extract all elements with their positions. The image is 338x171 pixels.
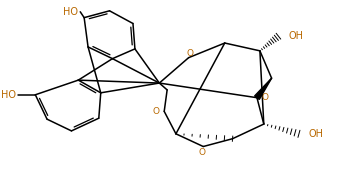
- Text: O: O: [153, 107, 160, 116]
- Text: O: O: [199, 148, 206, 157]
- Polygon shape: [255, 78, 272, 100]
- Text: OH: OH: [288, 31, 303, 41]
- Text: HO: HO: [1, 90, 16, 100]
- Text: O: O: [186, 49, 193, 58]
- Text: OH: OH: [309, 129, 324, 139]
- Text: HO: HO: [63, 7, 78, 17]
- Text: O: O: [261, 93, 268, 102]
